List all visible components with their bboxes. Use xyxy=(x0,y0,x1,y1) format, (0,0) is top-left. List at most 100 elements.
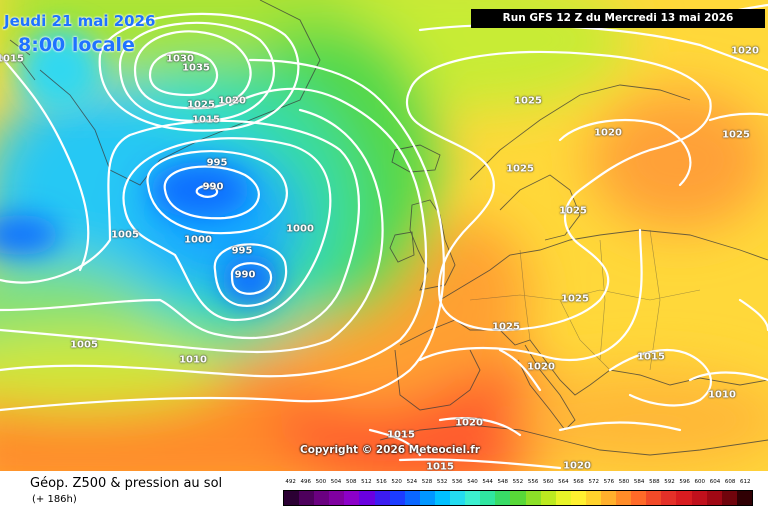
scale-value: 524 xyxy=(406,479,418,485)
scale-value: 520 xyxy=(391,479,402,485)
pressure-label: 990 xyxy=(234,269,256,281)
scale-value: 596 xyxy=(679,479,690,485)
scale-swatch xyxy=(495,491,511,505)
scale-swatch xyxy=(434,491,451,505)
pressure-label: 1020 xyxy=(731,45,759,57)
scale-value: 552 xyxy=(512,479,524,485)
geopotential-field xyxy=(0,0,768,471)
scale-value: 612 xyxy=(740,479,751,485)
legend-title: Géop. Z500 & pression au sol xyxy=(30,476,223,491)
color-scale-bar xyxy=(283,490,753,506)
pressure-label: 1025 xyxy=(722,129,750,141)
scale-value: 536 xyxy=(452,479,463,485)
scale-swatch xyxy=(736,491,752,505)
color-scale: 492 496 500 504 508 512 516 520 524 528 532 536 540 5… xyxy=(283,479,753,507)
pressure-label: 1010 xyxy=(708,389,736,401)
pressure-label: 1020 xyxy=(563,460,591,472)
pressure-label: 1015 xyxy=(637,351,665,363)
scale-value: 544 xyxy=(482,479,493,485)
legend-panel: Géop. Z500 & pression au sol (+ 186h) 49… xyxy=(0,471,768,512)
pressure-label: 1025 xyxy=(561,293,589,305)
scale-value: 516 xyxy=(376,479,387,485)
scale-swatch xyxy=(389,491,405,505)
scale-value: 568 xyxy=(573,479,584,485)
scale-swatch xyxy=(465,491,481,505)
pressure-label: 990 xyxy=(202,181,224,193)
scale-swatch xyxy=(661,491,677,505)
scale-swatch xyxy=(570,491,586,505)
pressure-label: 1015 xyxy=(192,114,220,126)
forecast-hour: (+ 186h) xyxy=(32,494,77,505)
scale-swatch xyxy=(329,491,345,505)
pressure-label: 1025 xyxy=(492,321,520,333)
scale-value: 500 xyxy=(315,479,327,485)
scale-value: 504 xyxy=(330,479,342,485)
valid-date: Jeudi 21 mai 2026 xyxy=(4,12,156,30)
pressure-label: 1015 xyxy=(0,53,24,65)
scale-value: 600 xyxy=(694,479,706,485)
scale-value: 528 xyxy=(421,479,433,485)
pressure-label: 1025 xyxy=(187,99,215,111)
scale-swatch xyxy=(646,491,662,505)
scale-value: 556 xyxy=(527,479,539,485)
pressure-label: 1015 xyxy=(387,429,415,441)
scale-value: 496 xyxy=(300,479,311,485)
scale-swatch xyxy=(374,491,390,505)
pressure-label: 1000 xyxy=(286,223,314,235)
scale-value: 540 xyxy=(467,479,478,485)
pressure-label: 1010 xyxy=(179,354,207,366)
scale-value: 576 xyxy=(603,479,615,485)
color-scale-labels: 492 496 500 504 508 512 516 520 524 528 532 536 540 5… xyxy=(283,479,753,489)
scale-swatch xyxy=(691,491,707,505)
pressure-label: 1020 xyxy=(455,417,483,429)
scale-swatch xyxy=(555,491,571,505)
scale-swatch xyxy=(540,491,556,505)
scale-swatch xyxy=(676,491,692,505)
scale-swatch xyxy=(359,491,375,505)
scale-swatch xyxy=(314,491,330,505)
scale-value: 584 xyxy=(633,479,645,485)
run-info: Run GFS 12 Z du Mercredi 13 mai 2026 xyxy=(471,9,765,28)
scale-swatch xyxy=(600,491,617,505)
pressure-label: 1035 xyxy=(182,62,210,74)
scale-value: 572 xyxy=(588,479,599,485)
scale-swatch xyxy=(299,491,315,505)
scale-value: 532 xyxy=(436,479,448,485)
copyright-text: Copyright © 2026 Meteociel.fr xyxy=(300,444,480,456)
pressure-label: 1020 xyxy=(594,127,622,139)
scale-swatch xyxy=(706,491,722,505)
scale-value: 560 xyxy=(542,479,554,485)
scale-value: 492 xyxy=(285,479,296,485)
pressure-label: 1020 xyxy=(218,95,246,107)
pressure-label: 1030 xyxy=(166,53,194,65)
scale-swatch xyxy=(585,491,601,505)
pressure-label: 1020 xyxy=(527,361,555,373)
scale-value: 608 xyxy=(724,479,736,485)
weather-map: Jeudi 21 mai 2026 8:00 locale Run GFS 12… xyxy=(0,0,768,471)
scale-swatch xyxy=(721,491,737,505)
scale-swatch xyxy=(450,491,466,505)
scale-swatch xyxy=(284,491,300,505)
pressure-label: 1025 xyxy=(506,163,534,175)
pressure-label: 1025 xyxy=(559,205,587,217)
pressure-label: 1025 xyxy=(514,95,542,107)
scale-swatch xyxy=(404,491,420,505)
scale-swatch xyxy=(616,491,632,505)
pressure-label: 995 xyxy=(206,157,228,169)
scale-value: 588 xyxy=(649,479,660,485)
scale-value: 604 xyxy=(709,479,721,485)
scale-value: 512 xyxy=(361,479,372,485)
scale-value: 592 xyxy=(664,479,675,485)
scale-swatch xyxy=(631,491,647,505)
pressure-label: 995 xyxy=(231,245,253,257)
scale-value: 548 xyxy=(497,479,509,485)
scale-swatch xyxy=(419,491,435,505)
scale-swatch xyxy=(510,491,526,505)
scale-swatch xyxy=(480,491,496,505)
scale-swatch xyxy=(525,491,541,505)
pressure-label: 1005 xyxy=(70,339,98,351)
scale-value: 564 xyxy=(558,479,569,485)
pressure-label: 1005 xyxy=(111,229,139,241)
map-canvas xyxy=(0,0,768,471)
pressure-label: 1000 xyxy=(184,234,212,246)
